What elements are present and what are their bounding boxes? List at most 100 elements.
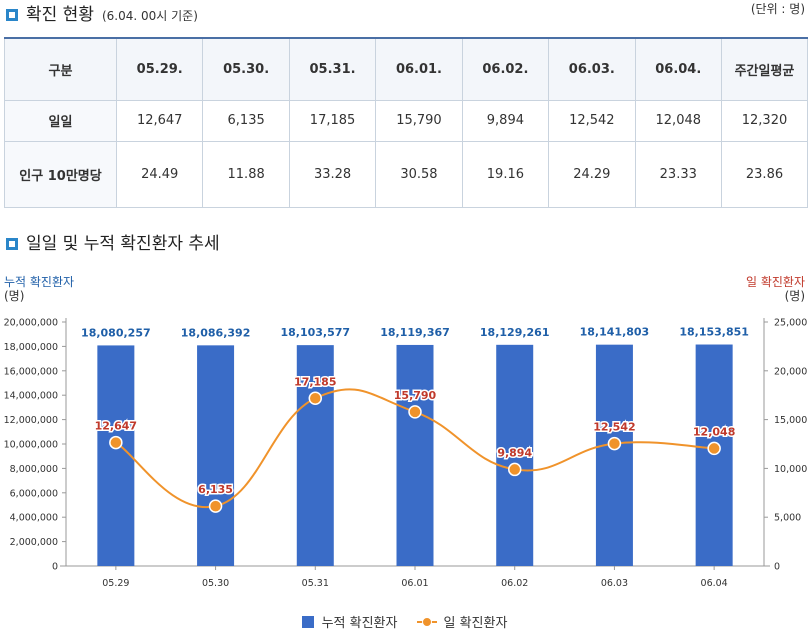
header-cell: 06.02. — [461, 37, 550, 101]
right-axis-tick-label: 20,000 — [774, 366, 807, 377]
section-title-text: 확진 현황 — [26, 5, 94, 25]
bar-value-label: 18,103,577 — [280, 326, 350, 339]
header-cell: 주간일평균 — [721, 37, 808, 101]
right-axis-tick-label: 25,000 — [774, 318, 807, 329]
table-cell: 12,647 — [115, 99, 204, 142]
line-value-label: 12,048 — [693, 425, 735, 438]
header-cell: 06.03. — [548, 37, 636, 101]
chart-legend: 누적 확진환자 일 확진환자 — [0, 612, 809, 631]
line-value-label: 12,542 — [593, 421, 635, 434]
row-label: 일일 — [4, 99, 117, 142]
section-square-icon — [6, 238, 18, 250]
bar-cumulative — [496, 344, 534, 566]
line-value-label: 15,790 — [394, 389, 437, 402]
table-cell: 33.28 — [288, 140, 377, 208]
section-subtitle: (6.04. 00시 기준) — [101, 9, 198, 23]
line-point-daily — [607, 436, 622, 451]
x-axis-tick-label: 06.03 — [601, 578, 628, 589]
stats-table: 구분 05.29. 05.30. 05.31. 06.01. 06.02. 06… — [4, 37, 808, 208]
table-cell: 17,185 — [288, 99, 377, 142]
table-row: 인구 10만명당 24.49 11.88 33.28 30.58 19.16 2… — [4, 140, 808, 208]
bar-value-label: 18,129,261 — [480, 326, 550, 339]
table-cell: 19.16 — [461, 140, 550, 208]
table-row: 일일 12,647 6,135 17,185 15,790 9,894 12,5… — [4, 99, 808, 142]
x-axis-tick-label: 05.31 — [302, 578, 329, 589]
x-axis-tick-label: 06.01 — [401, 578, 428, 589]
table-cell: 12,542 — [548, 99, 636, 142]
bar-cumulative — [97, 345, 135, 566]
table-cell: 23.86 — [721, 140, 808, 208]
line-value-label: 12,647 — [95, 420, 137, 433]
table-cell: 15,790 — [375, 99, 463, 142]
table-header-row: 구분 05.29. 05.30. 05.31. 06.01. 06.02. 06… — [4, 37, 808, 101]
line-value-label: 6,135 — [198, 483, 233, 496]
header-cell: 06.01. — [375, 37, 463, 101]
left-axis-tick-label: 14,000,000 — [4, 391, 58, 402]
table-cell: 23.33 — [634, 140, 723, 208]
bar-value-label: 18,153,851 — [679, 326, 749, 339]
x-axis-tick-label: 06.04 — [701, 578, 728, 589]
line-point-daily — [408, 405, 422, 419]
right-axis-unit: (명) — [784, 289, 805, 303]
x-axis-tick-label: 05.30 — [202, 578, 229, 589]
bar-cumulative — [396, 344, 434, 566]
line-point-daily — [507, 462, 522, 477]
bar-cumulative — [695, 344, 733, 566]
left-axis-unit: (명) — [4, 289, 25, 303]
section-title-text: 일일 및 누적 확진환자 추세 — [26, 234, 220, 254]
left-axis-tick-label: 2,000,000 — [10, 537, 58, 548]
line-value-label: 9,894 — [497, 446, 532, 459]
legend-item-daily: 일 확진환자 — [417, 612, 507, 631]
legend-item-cumulative: 누적 확진환자 — [301, 612, 398, 631]
bar-value-label: 18,086,392 — [181, 326, 251, 339]
legend-line-swatch — [417, 616, 438, 628]
right-axis-tick-label: 10,000 — [774, 464, 807, 475]
bar-value-label: 18,141,803 — [580, 326, 650, 339]
bar-cumulative — [595, 344, 633, 566]
right-axis-tick-label: 5,000 — [774, 513, 801, 524]
bar-value-label: 18,119,367 — [380, 326, 450, 339]
table-cell: 24.29 — [548, 140, 636, 208]
section-title-trend: 일일 및 누적 확진환자 추세 — [6, 229, 220, 254]
left-axis-title: 누적 확진환자 (명) — [4, 275, 74, 303]
left-axis-tick-label: 10,000,000 — [4, 440, 58, 451]
header-cell: 구분 — [4, 37, 117, 101]
table-cell: 30.58 — [375, 140, 463, 208]
bar-cumulative — [296, 345, 334, 566]
unit-note: (단위 : 명) — [750, 2, 805, 16]
line-point-daily — [707, 441, 721, 456]
left-axis-tick-label: 6,000,000 — [10, 488, 58, 499]
header-cell: 06.04. — [634, 37, 723, 101]
line-point-daily — [109, 435, 123, 450]
bar-cumulative — [197, 345, 235, 566]
section-square-icon — [6, 9, 18, 21]
right-axis-title: 일 확진환자 (명) — [746, 275, 805, 303]
right-axis-title-text: 일 확진환자 — [745, 275, 805, 289]
legend-label: 누적 확진환자 — [321, 616, 398, 631]
line-point-daily — [308, 391, 323, 406]
left-axis-tick-label: 12,000,000 — [4, 415, 58, 426]
x-axis-tick-label: 05.29 — [102, 578, 129, 589]
left-axis-title-text: 누적 확진환자 — [4, 275, 75, 289]
bar-value-label: 18,080,257 — [81, 326, 151, 339]
header-cell: 05.29. — [115, 37, 204, 101]
row-label: 인구 10만명당 — [4, 140, 117, 208]
header-cell: 05.30. — [202, 37, 290, 101]
line-value-label: 17,185 — [294, 375, 336, 388]
right-axis-tick-label: 15,000 — [774, 415, 807, 426]
legend-label: 일 확진환자 — [443, 616, 508, 631]
section-title-status: 확진 현황 (6.04. 00시 기준) — [6, 0, 198, 25]
left-axis-tick-label: 20,000,000 — [4, 318, 58, 329]
left-axis-tick-label: 0 — [52, 562, 58, 573]
left-axis-tick-label: 16,000,000 — [4, 366, 58, 377]
right-axis-tick-label: 0 — [774, 562, 780, 573]
table-cell: 24.49 — [115, 140, 204, 208]
legend-bar-swatch — [301, 615, 314, 628]
table-cell: 6,135 — [202, 99, 290, 142]
left-axis-tick-label: 8,000,000 — [10, 464, 58, 475]
left-axis-tick-label: 4,000,000 — [10, 513, 58, 524]
x-axis-tick-label: 06.02 — [501, 578, 528, 589]
line-point-daily — [208, 499, 223, 513]
left-axis-tick-label: 18,000,000 — [4, 342, 58, 353]
